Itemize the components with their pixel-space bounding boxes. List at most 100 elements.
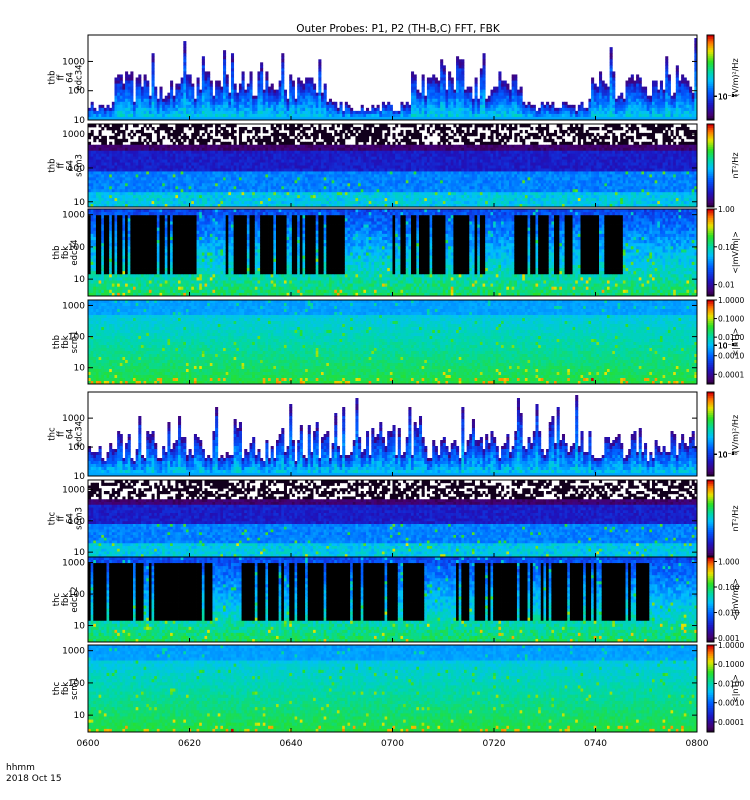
heatmap-cell <box>355 113 359 118</box>
heatmap-cell <box>342 198 346 202</box>
heatmap-cell <box>138 174 142 178</box>
heatmap-cell <box>670 98 674 103</box>
heatmap-cell <box>241 183 245 187</box>
heatmap-cell <box>109 177 113 181</box>
heatmap-cell <box>252 107 256 112</box>
heatmap-cell <box>421 113 425 118</box>
heatmap-cell <box>117 80 121 84</box>
heatmap-cell <box>135 92 139 97</box>
heatmap-cell <box>381 116 385 121</box>
heatmap-cell <box>654 116 658 121</box>
heatmap-cell <box>501 113 505 118</box>
heatmap-cell <box>313 107 317 112</box>
heatmap-cell <box>276 186 280 190</box>
heatmap-cell <box>254 168 258 172</box>
heatmap-cell <box>201 113 205 118</box>
heatmap-cell <box>125 138 129 143</box>
heatmap-cell <box>625 86 629 91</box>
heatmap-cell <box>273 135 277 140</box>
heatmap-cell <box>103 195 107 199</box>
heatmap-cell <box>217 92 221 97</box>
heatmap-cell <box>233 159 237 163</box>
heatmap-cell <box>681 89 685 94</box>
heatmap-cell <box>188 98 192 103</box>
heatmap-cell <box>310 132 314 137</box>
heatmap-cell <box>299 186 303 190</box>
heatmap-cell <box>106 104 110 109</box>
heatmap-cell <box>281 68 285 72</box>
heatmap-cell <box>167 135 171 140</box>
heatmap-cell <box>432 89 436 94</box>
heatmap-cell <box>307 83 311 88</box>
heatmap-cell <box>119 89 123 94</box>
heatmap-cell <box>614 101 618 106</box>
heatmap-cell <box>101 116 105 121</box>
heatmap-cell <box>276 177 280 181</box>
heatmap-cell <box>223 177 227 181</box>
heatmap-cell <box>215 80 219 84</box>
heatmap-cell <box>106 124 110 128</box>
heatmap-cell <box>411 104 415 109</box>
heatmap-cell <box>291 86 295 91</box>
heatmap-cell <box>628 92 632 97</box>
heatmap-cell <box>254 177 258 181</box>
heatmap-cell <box>101 183 105 187</box>
heatmap-cell <box>294 147 298 152</box>
heatmap-cell <box>307 144 311 149</box>
heatmap-cell <box>172 201 176 205</box>
heatmap-cell <box>236 174 240 178</box>
heatmap-cell <box>313 132 317 137</box>
heatmap-cell <box>289 186 293 190</box>
heatmap-cell <box>270 171 274 175</box>
heatmap-cell <box>244 113 248 118</box>
heatmap-cell <box>413 113 417 118</box>
heatmap-cell <box>249 71 253 75</box>
heatmap-cell <box>241 198 245 202</box>
heatmap-cell <box>681 110 685 115</box>
heatmap-cell <box>164 189 168 193</box>
heatmap-cell <box>223 195 227 199</box>
heatmap-cell <box>318 101 322 106</box>
heatmap-cell <box>411 83 415 88</box>
heatmap-cell <box>217 104 221 109</box>
heatmap-cell <box>180 86 184 91</box>
heatmap-cell <box>252 189 256 193</box>
heatmap-cell <box>249 198 253 202</box>
heatmap-cell <box>683 113 687 118</box>
heatmap-cell <box>463 98 468 103</box>
heatmap-cell <box>681 113 685 118</box>
heatmap-cell <box>148 144 152 149</box>
heatmap-cell <box>270 116 274 121</box>
heatmap-cell <box>204 89 208 94</box>
heatmap-cell <box>183 44 187 48</box>
heatmap-cell <box>170 132 174 137</box>
heatmap-cell <box>318 189 322 193</box>
heatmap-cell <box>170 186 174 190</box>
heatmap-cell <box>244 110 248 115</box>
heatmap-cell <box>119 150 123 155</box>
heatmap-cell <box>339 153 343 157</box>
heatmap-cell <box>188 107 192 112</box>
heatmap-cell <box>130 129 134 134</box>
heatmap-cell <box>127 186 131 190</box>
heatmap-cell <box>342 165 346 169</box>
heatmap-cell <box>252 192 256 196</box>
colorbar-segment <box>707 77 714 81</box>
heatmap-cell <box>254 192 258 196</box>
heatmap-cell <box>140 171 145 175</box>
heatmap-cell <box>270 204 274 208</box>
heatmap-cell <box>146 195 150 199</box>
heatmap-cell <box>233 189 237 193</box>
heatmap-cell <box>302 192 306 196</box>
heatmap-cell <box>268 159 272 163</box>
heatmap-cell <box>130 177 134 181</box>
heatmap-cell <box>646 101 650 106</box>
heatmap-cell <box>659 95 663 100</box>
heatmap-cell <box>477 110 481 115</box>
heatmap-cell <box>683 92 687 97</box>
heatmap-cell <box>516 104 520 109</box>
heatmap-cell <box>683 89 687 94</box>
heatmap-cell <box>225 192 229 196</box>
heatmap-cell <box>368 116 372 121</box>
heatmap-cell <box>342 129 346 134</box>
